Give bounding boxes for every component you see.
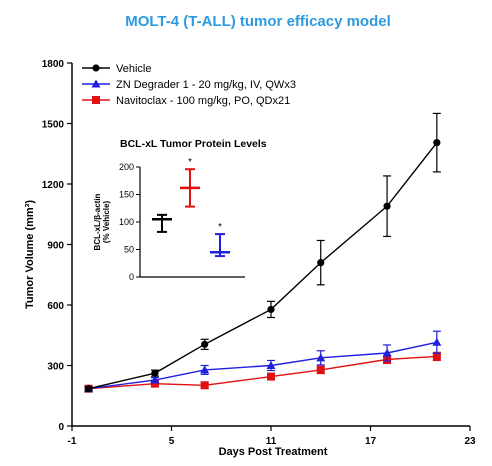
series-line [88,142,438,390]
x-tick-label: 17 [365,436,377,447]
inset-y-axis-label: BCL-xL/β-actin(% Vehicle) [93,193,111,250]
data-point [433,139,441,147]
data-point [150,379,159,388]
data-point [200,365,210,374]
data-point [84,385,93,393]
y-tick-label: 1800 [42,59,65,70]
inset-plot: BCL-xL Tumor Protein Levels 0 50 100 150 200 B… [93,138,267,282]
inset-group-1: * [180,157,200,208]
legend-label: Navitoclax - 100 mg/kg, PO, QDx21 [116,95,290,107]
inset-y-tick-label: 0 [129,272,134,282]
series-line [88,341,437,390]
y-tick-label: 1200 [42,180,65,191]
data-point [267,372,275,381]
inset-y-tick-label: 50 [124,245,134,255]
inset-y-tick-label: 200 [119,162,134,172]
data-point [432,352,441,361]
inset-title: BCL-xL Tumor Protein Levels [120,138,267,150]
chart-title: MOLT-4 (T-ALL) tumor efficacy model [125,13,391,30]
y-tick-label: 900 [47,241,64,252]
inset-y-tick-label: 150 [119,190,134,200]
data-point [201,340,209,348]
data-point [316,353,326,362]
x-tick-label: 23 [464,436,476,447]
data-point [200,381,209,390]
data-point [432,337,442,346]
series-0 [84,112,441,393]
inset-significance: * [218,222,222,233]
inset-significance: * [188,157,192,168]
legend-marker [92,64,100,72]
data-point [383,202,391,210]
x-tick-label: -1 [68,436,77,447]
inset-y-axis-label-line: BCL-xL/β-actin [93,193,102,250]
legend-label: ZN Degrader 1 - 20 mg/kg, IV, QWx3 [116,79,296,91]
x-axis-label: Days Post Treatment [219,446,328,458]
inset-y-tick-label: 100 [119,217,134,227]
data-point [316,365,325,374]
data-point [266,361,276,369]
data-point [150,375,160,384]
data-point [267,305,275,314]
data-point [151,369,159,377]
x-tick-label: 5 [169,436,175,447]
legend-marker [91,79,101,88]
y-tick-label: 600 [47,301,64,312]
inset-group-2: * [210,222,230,258]
legend-marker [92,96,100,104]
x-tick-label: 11 [266,436,277,447]
legend-label: Vehicle [116,63,151,75]
y-axis-label: Tumor Volume (mm³) [24,200,36,309]
y-tick-label: 0 [58,422,64,433]
y-tick-label: 1500 [42,120,65,131]
legend: Vehicle ZN Degrader 1 - 20 mg/kg, IV, QWx… [82,63,296,107]
y-tick-label: 300 [47,362,64,373]
inset-group-0 [152,213,172,233]
data-point [382,348,392,357]
data-point [317,259,325,267]
inset-y-axis-label-line: (% Vehicle) [102,201,111,244]
